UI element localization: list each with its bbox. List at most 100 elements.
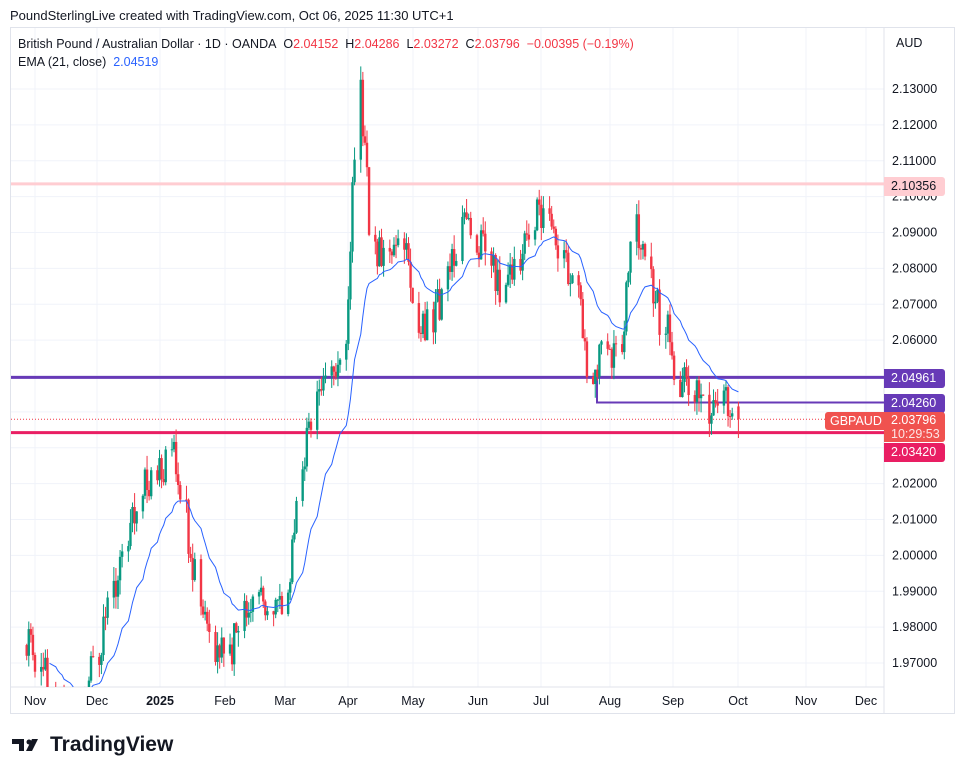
chart-credit: PoundSterlingLive created with TradingVi…: [10, 8, 454, 23]
time-tick: Mar: [274, 694, 296, 708]
candle-body: [670, 342, 674, 356]
candle-body: [301, 469, 304, 501]
candle-body: [374, 234, 377, 242]
candle-body: [31, 634, 35, 656]
candle-body: [106, 597, 109, 618]
open-label: O: [283, 37, 294, 51]
candle-body: [417, 303, 421, 333]
currency-label[interactable]: AUD: [896, 36, 923, 50]
candle-body: [461, 216, 464, 262]
candle-body: [639, 248, 643, 250]
candle-body: [235, 623, 238, 633]
candle-body: [25, 645, 28, 656]
candle-body: [693, 395, 697, 402]
candle-body: [324, 375, 327, 378]
candle-body: [218, 645, 221, 658]
time-tick: Dec: [855, 694, 877, 708]
symbol-tag: GBPAUD: [825, 412, 887, 430]
candle-body: [114, 580, 118, 597]
chart-frame[interactable]: [10, 27, 955, 714]
candle-body: [237, 630, 240, 633]
candle-body: [484, 233, 487, 252]
candle-body: [172, 441, 176, 450]
chart-legend: British Pound / Australian Dollar · 1D ·…: [18, 35, 634, 71]
candle-body: [309, 421, 313, 430]
candle-body: [535, 199, 539, 231]
candle-body: [44, 657, 47, 670]
candle-body: [61, 694, 63, 698]
candle-body: [29, 629, 33, 635]
candle-body: [48, 692, 50, 700]
candle-body: [697, 380, 701, 399]
candle-body: [75, 693, 77, 722]
candle-body: [411, 287, 414, 304]
candle-body: [143, 469, 147, 496]
candle-body: [625, 282, 628, 332]
candle-body: [423, 313, 427, 341]
candle-body: [359, 79, 362, 160]
candle-body: [280, 596, 284, 615]
candle-body: [469, 217, 472, 236]
tradingview-logo-icon: [12, 739, 38, 751]
candle-body: [131, 506, 134, 523]
candle-body: [525, 233, 528, 235]
candle-body: [552, 226, 555, 229]
price-tick: 1.97000: [892, 656, 937, 670]
candle-body: [467, 217, 470, 219]
candle-body: [448, 266, 452, 272]
candle-body: [621, 344, 624, 353]
open-value: 2.04152: [293, 37, 339, 51]
candle-body: [683, 367, 686, 383]
candle-body: [160, 458, 163, 480]
candle-body: [330, 366, 333, 376]
candle-body: [295, 500, 298, 533]
time-tick: Nov: [24, 694, 47, 708]
candle-body: [162, 479, 165, 483]
candle-body: [230, 644, 234, 665]
candle-body: [496, 269, 499, 292]
candle-body: [440, 289, 443, 320]
price-tick: 2.07000: [892, 297, 937, 311]
candle-body: [666, 314, 670, 334]
ema-value: 2.04519: [113, 55, 159, 69]
candle-body: [27, 629, 30, 656]
candle-body: [392, 244, 396, 256]
candle-body: [527, 234, 531, 240]
change-value: −0.00395 (−0.19%): [526, 37, 634, 51]
candle-body: [320, 389, 323, 391]
candle-body: [687, 377, 690, 396]
candle-body: [409, 261, 412, 288]
low-value: 2.03272: [413, 37, 459, 51]
price-tick: 2.02000: [892, 477, 937, 491]
candle-body: [432, 309, 435, 333]
price-tick: 2.12000: [892, 118, 937, 132]
candle-body: [637, 214, 641, 249]
candle-body: [286, 592, 290, 615]
candle-body: [214, 632, 217, 662]
price-tick: 2.11000: [892, 154, 936, 168]
candle-body: [361, 79, 365, 137]
candle-body: [641, 244, 645, 250]
candle-body: [594, 369, 597, 385]
candle-body: [710, 415, 713, 424]
candle-body: [446, 266, 450, 290]
candle-body: [174, 441, 178, 475]
ema-line: [49, 236, 739, 687]
candle-body: [635, 214, 638, 242]
candle-body: [347, 299, 350, 344]
candle-body: [565, 250, 568, 253]
candle-body: [185, 499, 188, 501]
time-tick: Jul: [533, 694, 549, 708]
candle-body: [127, 546, 130, 552]
candle-body: [724, 387, 728, 391]
candle-body: [614, 343, 618, 345]
candle-body: [208, 623, 211, 633]
time-tick: Feb: [214, 694, 236, 708]
price-tick: 1.99000: [892, 584, 937, 598]
candle-body: [504, 284, 508, 303]
time-tick: Apr: [338, 694, 357, 708]
tradingview-logo[interactable]: TradingView: [12, 733, 173, 757]
candle-body: [120, 551, 124, 557]
candle-body: [596, 369, 599, 377]
